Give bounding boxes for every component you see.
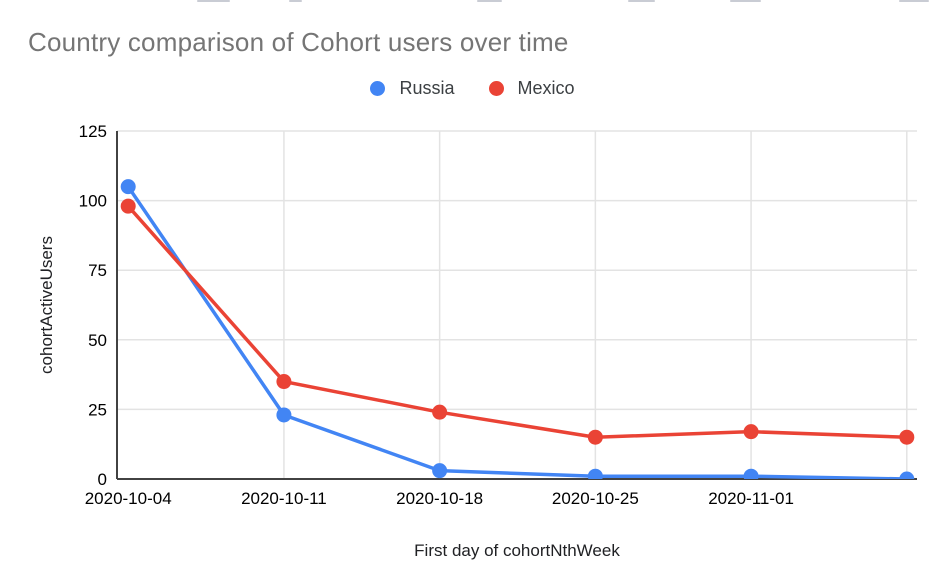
cropped-text-artifact-dash — [197, 0, 230, 2]
legend-item-mexico: Mexico — [488, 78, 575, 99]
y-tick-label: 75 — [88, 261, 107, 280]
y-tick-label: 50 — [88, 331, 107, 350]
data-point-russia-0 — [120, 179, 136, 195]
data-point-russia-5 — [899, 471, 915, 479]
y-tick-label: 0 — [98, 470, 107, 489]
cropped-text-artifact-dash — [477, 0, 502, 2]
x-axis-title: First day of cohortNthWeek — [414, 541, 620, 560]
x-tick-label: 2020-10-11 — [241, 489, 327, 508]
cropped-text-artifact-dash — [899, 0, 929, 2]
chart-title: Country comparison of Cohort users over … — [28, 27, 569, 57]
y-tick-label: 125 — [79, 122, 107, 141]
data-point-mexico-4 — [743, 424, 759, 440]
series-russia — [120, 179, 915, 479]
cropped-text-artifact-dash — [730, 0, 761, 2]
data-point-mexico-0 — [120, 198, 136, 214]
x-tick-label: 2020-11-01 — [708, 489, 794, 508]
series-line-mexico — [126, 204, 909, 439]
data-point-russia-3 — [587, 468, 603, 479]
series-mexico — [120, 198, 915, 445]
x-tick-label: 2020-10-25 — [552, 489, 639, 508]
y-tick-label: 100 — [79, 192, 107, 211]
legend-item-russia: Russia — [370, 78, 455, 99]
data-point-russia-2 — [432, 463, 448, 479]
chart-legend: Russia Mexico — [0, 78, 945, 99]
data-point-russia-4 — [743, 468, 759, 479]
data-point-mexico-5 — [899, 429, 915, 445]
y-axis-title: cohortActiveUsers — [37, 236, 56, 374]
legend-label: Russia — [399, 78, 455, 98]
x-tick-label: 2020-10-04 — [85, 489, 172, 508]
x-tick-label: 2020-10-18 — [396, 489, 483, 508]
data-point-mexico-2 — [432, 404, 448, 420]
data-point-russia-1 — [276, 407, 292, 423]
cropped-text-artifact-dash — [289, 0, 302, 2]
legend-swatch-mexico — [488, 81, 504, 96]
series-line-russia — [126, 184, 909, 479]
cropped-text-artifact-dash — [628, 0, 655, 2]
y-tick-label: 25 — [88, 400, 107, 419]
data-point-mexico-1 — [276, 374, 292, 390]
legend-label: Mexico — [517, 78, 575, 98]
data-point-mexico-3 — [587, 429, 603, 445]
legend-swatch-russia — [370, 81, 386, 96]
